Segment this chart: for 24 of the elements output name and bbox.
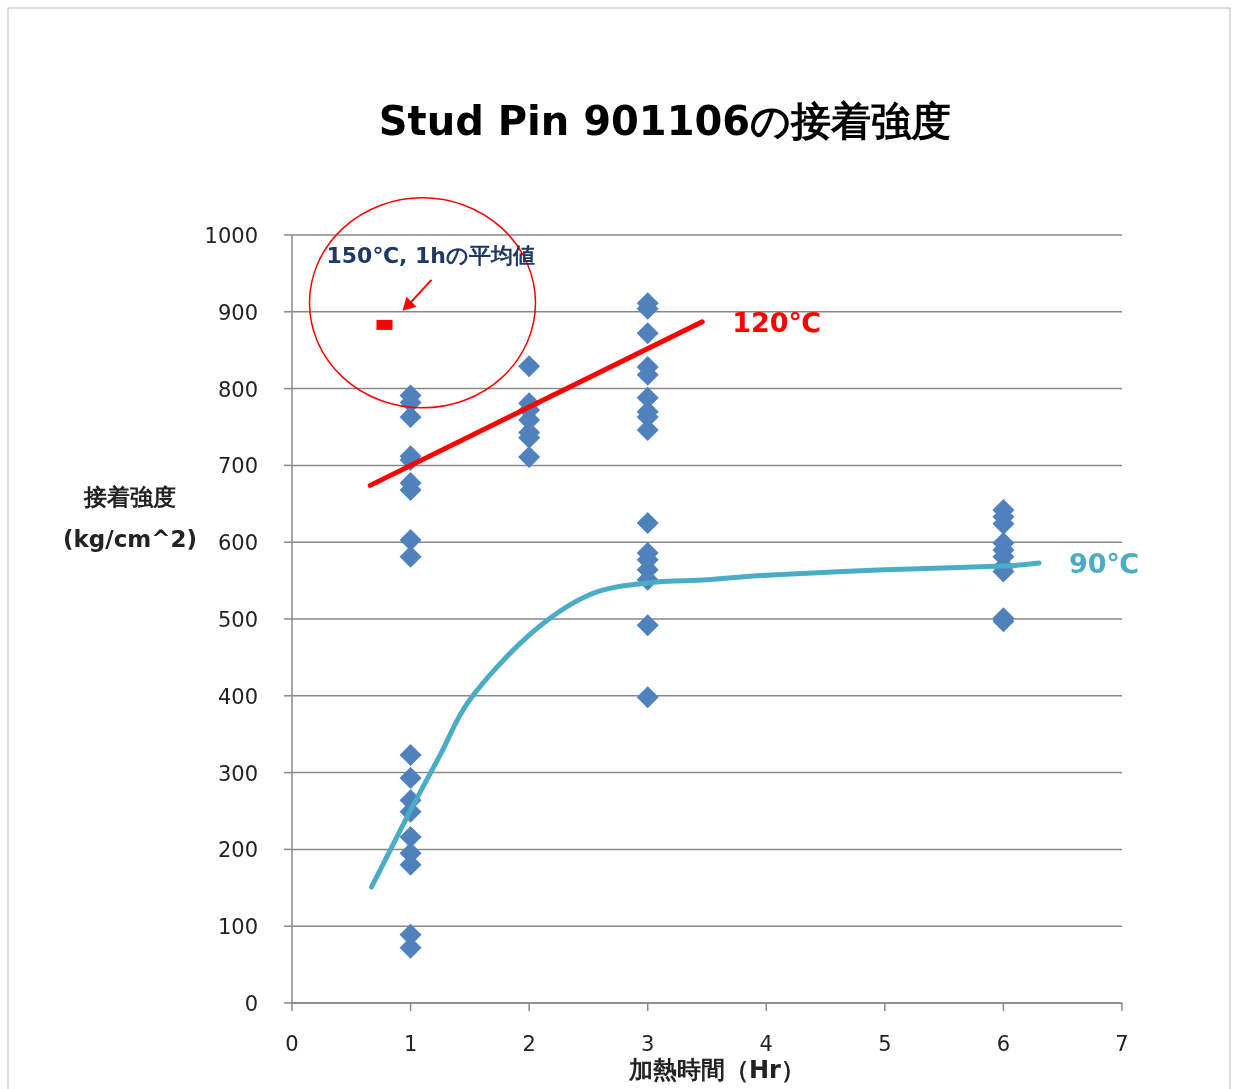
x-tick-label: 4 <box>759 1032 773 1056</box>
series-label: 120℃ <box>732 306 822 338</box>
y-tick-label: 400 <box>217 684 258 709</box>
x-tick-label: 3 <box>641 1032 655 1056</box>
y-tick-label: 600 <box>217 531 258 556</box>
series-label: 90℃ <box>1069 547 1140 579</box>
x-tick-label: 1 <box>403 1032 418 1056</box>
y-tick-label: 100 <box>217 915 258 940</box>
x-tick-label: 0 <box>285 1032 299 1056</box>
x-tick-label: 6 <box>996 1032 1011 1056</box>
chart-title: Stud Pin 901106の接着強度 <box>378 98 952 144</box>
y-tick-label: 800 <box>217 377 258 402</box>
y-tick-label: 1000 <box>204 224 258 248</box>
x-tick-label: 5 <box>878 1032 892 1056</box>
y-axis-title: 接着強度 (kg/cm^2) <box>62 484 198 552</box>
y-tick-label: 900 <box>217 300 258 325</box>
x-axis-title: 加熱時間（Hr） <box>628 1056 805 1084</box>
y-tick-label: 0 <box>244 992 258 1016</box>
x-tick-label: 2 <box>522 1032 536 1056</box>
y-tick-label: 700 <box>217 454 258 479</box>
y-tick-label: 500 <box>217 608 258 632</box>
x-tick-label: 7 <box>1115 1032 1129 1056</box>
y-tick-label: 200 <box>217 838 258 863</box>
y-tick-label: 300 <box>217 761 258 786</box>
